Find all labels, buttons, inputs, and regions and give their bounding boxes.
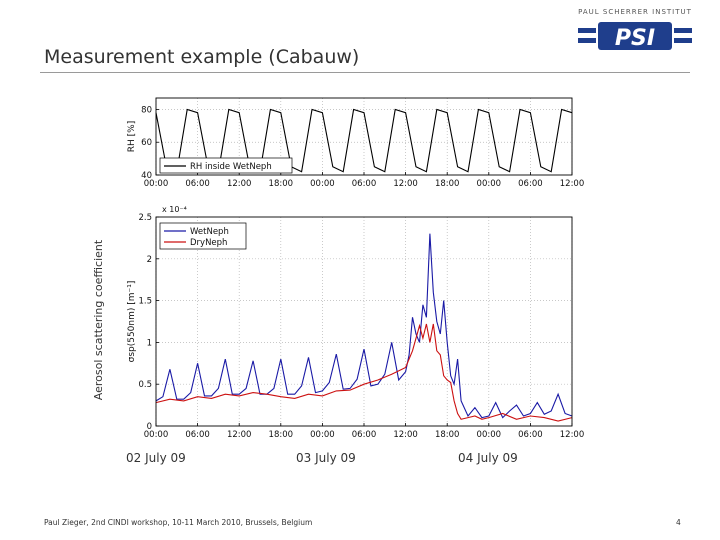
chart1-xtick-label: 06:00 <box>518 179 543 189</box>
chart1-frame <box>155 97 573 176</box>
chart1-xtick-label: 06:00 <box>185 179 210 189</box>
chart1-legend-label: RH inside WetNeph <box>190 162 272 172</box>
footer-text: Paul Zieger, 2nd CINDI workshop, 10-11 M… <box>44 518 313 527</box>
slide-title: Measurement example (Cabauw) <box>44 46 360 68</box>
svg-text:PSI: PSI <box>615 26 655 51</box>
chart2-legend-label: DryNeph <box>190 238 227 248</box>
chart1-xtick-label: 12:00 <box>227 179 252 189</box>
chart2-xtick-label: 00:00 <box>310 430 335 440</box>
chart2-ytick-label: 0.5 <box>138 380 152 390</box>
chart1-xtick-label: 00:00 <box>144 179 169 189</box>
day-label-3: 04 July 09 <box>458 451 518 465</box>
chart1-ylabel: RH [%] <box>127 121 137 152</box>
chart2-ytick-label: 2 <box>147 255 152 265</box>
chart2-ytick-label: 1.5 <box>138 297 152 307</box>
chart2-xtick-label: 12:00 <box>393 430 418 440</box>
chart1: 00:00 06:00 12:00 18:00 00:00 06:00 12:00 18:00… <box>127 97 585 189</box>
day-label-1: 02 July 09 <box>126 451 186 465</box>
chart2-xtick-label: 12:00 <box>227 430 252 440</box>
chart2-xtick-label: 18:00 <box>435 430 460 440</box>
day-label-2: 03 July 09 <box>296 451 356 465</box>
chart2-legend-box <box>159 222 247 250</box>
chart1-xtick-label: 18:00 <box>269 179 294 189</box>
chart2-xtick-label: 06:00 <box>352 430 377 440</box>
title-divider <box>40 72 690 73</box>
chart2-xtick-label: 12:00 <box>560 430 585 440</box>
logo-caption: PAUL SCHERRER INSTITUT <box>578 8 692 16</box>
chart1-legend-box <box>159 157 293 174</box>
chart1-xtick-label: 18:00 <box>435 179 460 189</box>
chart2-yscale-note: x 10⁻⁴ <box>162 205 187 214</box>
chart2: 00:00 06:00 12:00 18:00 00:00 06:00 12:00 18:00… <box>127 205 584 440</box>
psi-logo: PAUL SCHERRER INSTITUT PSI <box>578 8 692 54</box>
chart2-legend-label: WetNeph <box>190 227 229 237</box>
chart2-ylabel: σsp(550nm) [m⁻¹] <box>127 281 137 363</box>
chart1-ytick-label: 40 <box>141 171 152 181</box>
psi-logo-mark: PSI <box>578 22 692 51</box>
chart1-ytick-label: 80 <box>141 105 152 115</box>
chart1-ytick-label: 60 <box>141 138 152 148</box>
page-number: 4 <box>676 518 681 527</box>
chart1-xtick-label: 00:00 <box>310 179 335 189</box>
chart2-series-1-line <box>155 233 573 419</box>
chart2-xtick-label: 06:00 <box>518 430 543 440</box>
chart1-xtick-label: 12:00 <box>393 179 418 189</box>
chart2-frame <box>155 216 573 427</box>
chart2-xtick-label: 00:00 <box>144 430 169 440</box>
chart1-xtick-label: 06:00 <box>352 179 377 189</box>
chart2-ytick-label: 0 <box>147 422 152 432</box>
chart2-ytick-label: 2.5 <box>138 213 152 223</box>
chart2-xtick-label: 00:00 <box>477 430 502 440</box>
chart2-series-2-line <box>155 323 573 422</box>
chart2-xtick-label: 06:00 <box>185 430 210 440</box>
chart2-xtick-label: 18:00 <box>269 430 294 440</box>
chart2-ytick-label: 1 <box>147 338 152 348</box>
chart1-series-1-line <box>155 108 573 173</box>
chart1-xtick-label: 12:00 <box>560 179 585 189</box>
chart1-xtick-label: 00:00 <box>477 179 502 189</box>
